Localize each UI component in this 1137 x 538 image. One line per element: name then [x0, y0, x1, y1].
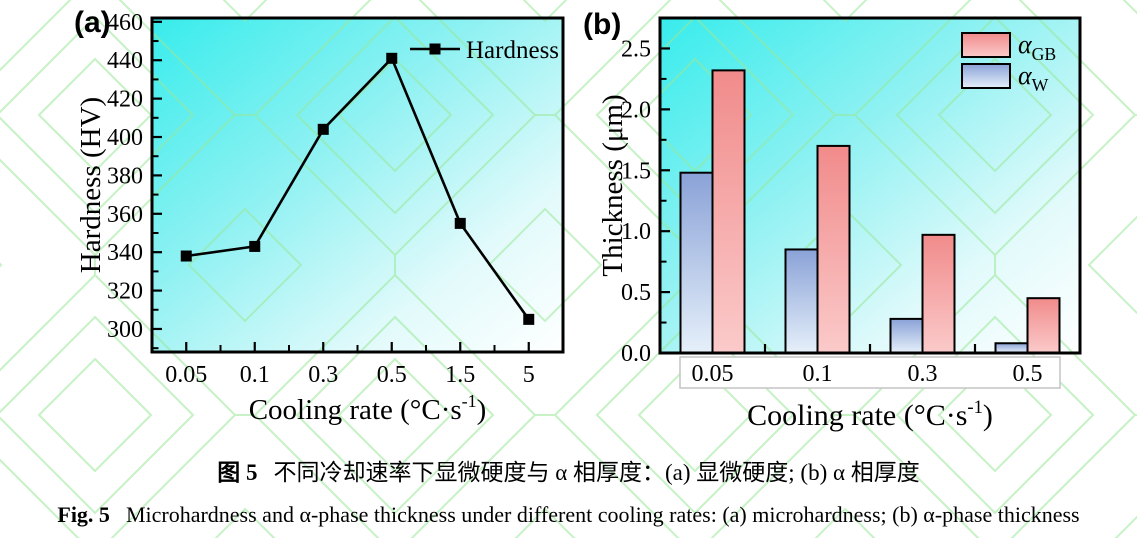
- caption-english-figure-number: Fig. 5: [57, 502, 110, 527]
- plot-b-xtick-label: 0.1: [803, 361, 833, 387]
- plot-b-xlabel-box: [679, 356, 1061, 389]
- plot-a-xaxis-title: Cooling rate (°C·s-1): [249, 391, 487, 426]
- hardness-marker-0.3: [317, 123, 329, 135]
- hardness-marker-1.5: [454, 217, 466, 229]
- plot-b-ytick-label: 2.0: [621, 97, 651, 123]
- plot-a-xtick-label: 1.5: [445, 362, 475, 388]
- plot-a-yaxis-title: Hardness (HV): [75, 97, 107, 273]
- plot-b-frame: [658, 16, 1082, 355]
- bar-alpha-w-0.05: [679, 171, 714, 354]
- plot-b-xaxis-title: Cooling rate (°C·s-1): [747, 397, 993, 432]
- plot-b-ytick-label: 0.5: [621, 280, 651, 306]
- plot-a-ytick-label: 320: [107, 279, 143, 305]
- plot-a-xtick-label: 0.1: [240, 362, 270, 388]
- panel-b-label: (b): [583, 8, 622, 41]
- plot-b-ytick-label: 1.5: [621, 158, 651, 184]
- plot-a-ytick-label: 360: [107, 202, 143, 228]
- plot-b-yaxis-title: Thickness (μm): [597, 94, 629, 276]
- caption-english-text: Microhardness and α-phase thickness unde…: [125, 502, 1080, 527]
- legend-a-marker: [429, 43, 441, 55]
- hardness-marker-5: [523, 313, 535, 325]
- plot-a-xtick-label: 5: [523, 362, 535, 388]
- plot-a-ytick-label: 380: [107, 163, 143, 189]
- hardness-marker-0.5: [386, 52, 398, 64]
- plot-a-xtick-label: 0.3: [308, 362, 338, 388]
- plot-a-ytick-label: 460: [107, 10, 143, 36]
- plot-b-ytick-label: 0.0: [621, 341, 651, 367]
- plot-b-xtick-label: 0.05: [692, 361, 734, 387]
- legend-b-swatch-alpha-gb: [961, 32, 1011, 58]
- hardness-marker-0.05: [180, 250, 192, 262]
- bar-alpha-w-0.1: [784, 248, 819, 354]
- caption-chinese-figure-number: 图 5: [217, 460, 258, 485]
- plot-a-frame: [150, 16, 565, 354]
- plot-a-ytick-label: 400: [107, 125, 143, 151]
- plot-a-ytick-label: 420: [107, 87, 143, 113]
- caption-english: Fig. 5 Microhardness and α-phase thicknes…: [0, 502, 1137, 528]
- bar-alpha-gb-0.3: [921, 233, 956, 354]
- legend-b-label-alpha-gb: αGB: [1018, 30, 1056, 64]
- bar-alpha-gb-0.05: [711, 69, 746, 355]
- plot-a-xtick-label: 0.5: [377, 362, 407, 388]
- legend-b-label-alpha-w: αW: [1018, 61, 1049, 95]
- plot-a-xtick-label: 0.05: [165, 362, 207, 388]
- caption-chinese-text: 不同冷却速率下显微硬度与 α 相厚度：(a) 显微硬度; (b) α 相厚度: [273, 460, 920, 485]
- legend-b-swatch-alpha-w: [961, 63, 1011, 89]
- caption-chinese: 图 5 不同冷却速率下显微硬度与 α 相厚度：(a) 显微硬度; (b) α 相厚…: [0, 453, 1137, 487]
- bar-alpha-w-0.3: [889, 317, 924, 354]
- legend-a-label-hardness: Hardness: [466, 37, 559, 64]
- panel-a-label: (a): [74, 6, 111, 39]
- plot-b-xtick-label: 0.3: [908, 361, 938, 387]
- bar-alpha-gb-0.5: [1026, 297, 1061, 355]
- plot-b-xtick-label: 0.5: [1013, 361, 1043, 387]
- bar-alpha-gb-0.1: [816, 144, 851, 354]
- hardness-line: [186, 55, 530, 321]
- plot-b-ytick-label: 1.0: [621, 219, 651, 245]
- hardness-marker-0.1: [249, 240, 261, 252]
- plot-b-ytick-label: 2.5: [621, 36, 651, 62]
- plot-a-ytick-label: 300: [107, 317, 143, 343]
- plot-a-ytick-label: 440: [107, 48, 143, 74]
- plot-a-ytick-label: 340: [107, 240, 143, 266]
